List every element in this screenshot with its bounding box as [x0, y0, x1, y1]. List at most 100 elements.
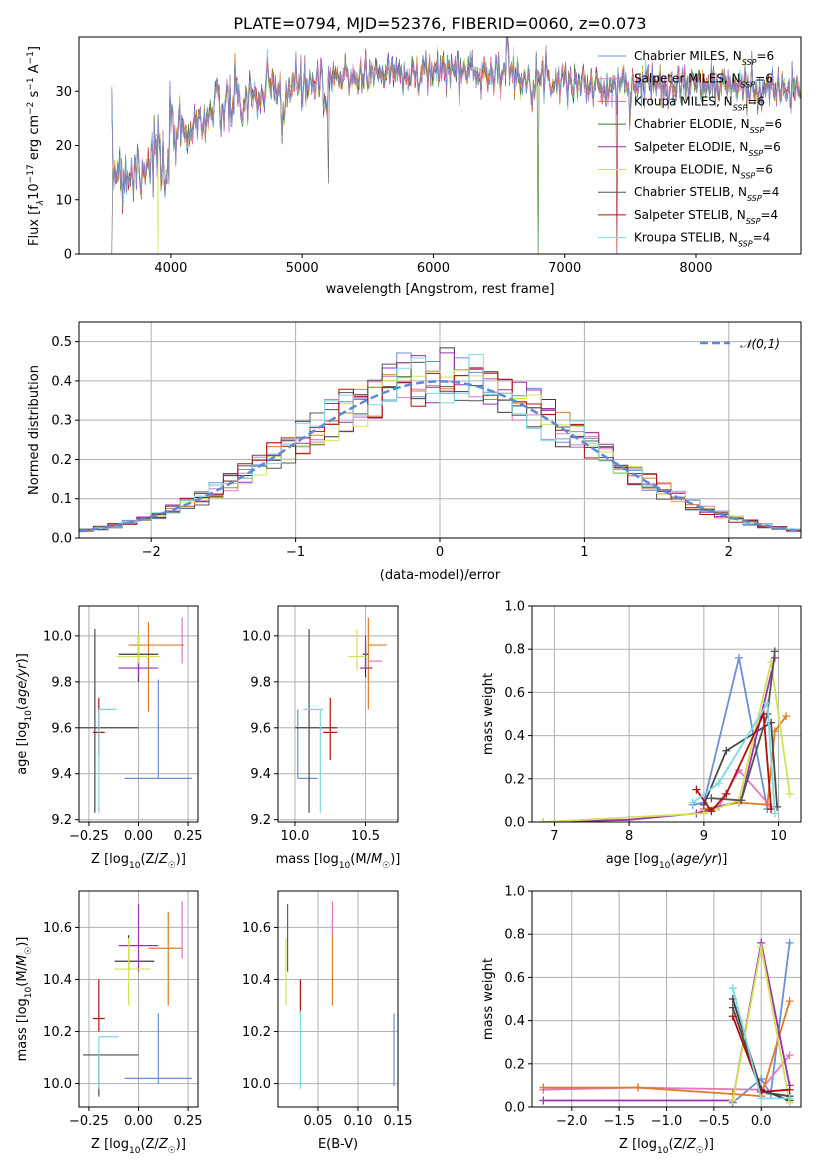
y-tick-label: 0.0	[504, 1101, 525, 1116]
label-part: −1	[26, 77, 36, 90]
x-tick-label: 0	[436, 545, 444, 560]
weight-marker	[707, 807, 716, 816]
mass_weight_vs_Z-axes: −2.0 −1.5 −1.0 −0.5 0.0 0.0 0.2 0.4 0.6 0.8 1.0 Z […	[481, 885, 802, 1156]
x-tick-label: 7	[550, 829, 558, 844]
label-part: erg cm	[27, 115, 42, 164]
y-tick-label: 0.8	[504, 643, 525, 658]
label-part: −2	[26, 102, 36, 115]
x-tick-label: 0.05	[304, 1114, 333, 1129]
errorbar-point	[98, 1036, 119, 1089]
errorbar-point	[114, 937, 151, 1006]
x-tick-label: 9	[700, 829, 708, 844]
legend-nssp: =6	[756, 49, 774, 63]
label-part: Z	[158, 852, 169, 867]
y-tick-label: 0.5	[51, 335, 72, 350]
errorbar-point	[82, 1054, 139, 1097]
label-part: s	[27, 90, 42, 101]
x-tick-label: 2	[725, 545, 733, 560]
errorbar-point	[128, 622, 185, 712]
x-tick-label: 4000	[154, 261, 187, 276]
x-tick-label: −0.5	[698, 1114, 730, 1129]
y-tick-label: 0.0	[51, 532, 72, 547]
weight-line	[732, 942, 791, 1104]
label-sub: ☉	[168, 861, 176, 871]
legend-nssp: =6	[755, 72, 773, 86]
x-tick-label: −1	[286, 545, 305, 560]
label-sub: 10	[657, 1146, 669, 1156]
weight-marker	[714, 779, 723, 788]
label-sub: 10	[339, 861, 351, 871]
legend-label: Kroupa STELIB, NSSP=4	[634, 231, 770, 249]
label-sub: 10	[24, 710, 34, 722]
weight-marker	[782, 712, 791, 721]
legend-nssp: =4	[753, 231, 771, 245]
x-axis-label: Z [log10(Z/Z☉)]	[91, 1137, 186, 1156]
label-part: log	[319, 852, 339, 867]
weight-line	[711, 651, 776, 802]
legend-label: Salpeter ELODIE, NSSP=6	[634, 140, 781, 158]
weight-marker	[757, 1094, 766, 1103]
errorbar-point	[303, 708, 324, 813]
label-part: age [	[15, 741, 30, 774]
legend-name: Kroupa MILES, N	[634, 94, 733, 108]
weight-marker	[785, 1051, 794, 1060]
legend-sub: SSP	[741, 171, 756, 180]
x-tick-label: 10	[770, 829, 787, 844]
weight-marker	[763, 699, 772, 708]
errorbar-point	[116, 633, 161, 664]
weight-marker	[728, 1003, 737, 1012]
label-sub: ☉	[168, 1146, 176, 1156]
y-tick-label: 0.3	[51, 414, 72, 429]
legend-label: Kroupa ELODIE, NSSP=6	[634, 163, 773, 181]
label-part: E(B-V)	[318, 1137, 358, 1152]
legend-name: Chabrier ELODIE, N	[634, 117, 750, 131]
y-tick-label: 10.0	[242, 1077, 271, 1092]
weight-line	[543, 1054, 791, 1091]
label-part: )]	[704, 1137, 714, 1152]
errorbar-point	[92, 979, 105, 1032]
y-tick-label: 10.4	[242, 973, 271, 988]
label-part: Z	[686, 1137, 697, 1152]
errorbar-point	[359, 635, 373, 669]
label-part: Z [	[619, 1137, 637, 1152]
y-tick-label: 9.2	[51, 813, 72, 828]
y-tick-label: 0.8	[504, 928, 525, 943]
weight-marker	[728, 984, 737, 993]
y-tick-label: 9.6	[250, 721, 271, 736]
y-tick-label: 1.0	[504, 600, 525, 615]
x-axis-label: E(B-V)	[318, 1137, 358, 1152]
weight-marker	[728, 1012, 737, 1021]
y-tick-label: 9.8	[51, 675, 72, 690]
label-part: )]	[15, 937, 30, 947]
label-part: log	[15, 722, 30, 742]
y-tick-label: 0.0	[504, 816, 525, 831]
legend-name: Salpeter STELIB, N	[634, 208, 746, 222]
legend-sub: SSP	[750, 126, 765, 135]
y-tick-label: 9.4	[250, 767, 271, 782]
legend-label: Chabrier MILES, NSSP=6	[634, 49, 774, 67]
weight-marker	[728, 1096, 737, 1105]
axes-frame	[78, 321, 802, 539]
label-part: (Z/	[668, 1137, 687, 1152]
y-tick-label: 0.2	[51, 453, 72, 468]
legend-nssp: =6	[764, 117, 782, 131]
label-part: )]	[176, 852, 186, 867]
legend-name: Chabrier MILES, N	[634, 49, 742, 63]
label-part: log	[109, 852, 129, 867]
label-part: mass [	[15, 1018, 30, 1061]
legend-label: Kroupa MILES, NSSP=6	[634, 94, 765, 112]
residuals-plot	[79, 347, 801, 533]
y-axis-label: age [log10(age/yr)]	[15, 653, 34, 775]
label-sub: ☉	[696, 1146, 704, 1156]
mass_vs_Z-plot	[82, 901, 193, 1097]
label-part: )]	[15, 653, 30, 663]
y-tick-label: 0.6	[504, 971, 525, 986]
y-tick-label: 9.2	[250, 813, 271, 828]
x-tick-label: 0.15	[384, 1114, 413, 1129]
weight-marker	[785, 1094, 794, 1103]
y-tick-label: 0.4	[504, 1014, 525, 1029]
label-part: A	[27, 64, 42, 77]
legend-nssp: =6	[763, 140, 781, 154]
